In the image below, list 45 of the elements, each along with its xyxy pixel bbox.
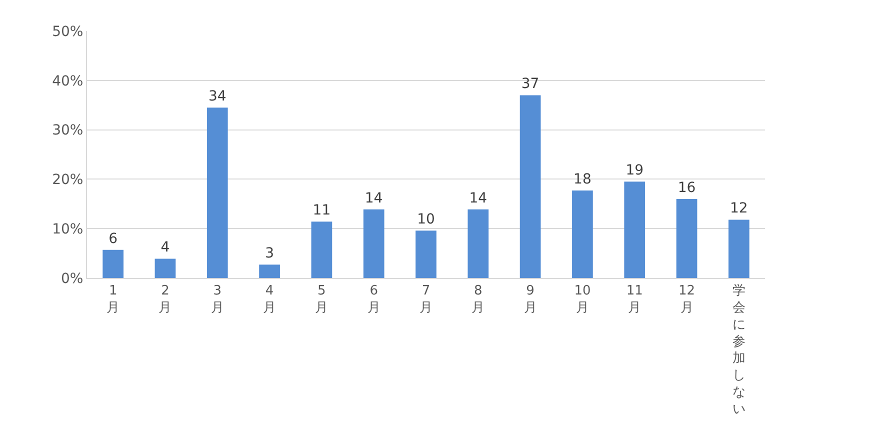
y-tick-label: 10% xyxy=(52,222,84,238)
data-label: 12 xyxy=(730,200,748,217)
bar xyxy=(363,209,384,278)
x-tick-label: 5月 xyxy=(315,284,328,316)
data-label: 3 xyxy=(265,246,274,262)
y-tick-label: 30% xyxy=(52,122,84,139)
bar xyxy=(206,108,228,278)
bar xyxy=(624,182,646,278)
x-tick-label: 1月 xyxy=(106,284,120,316)
x-tick-label: 12月 xyxy=(678,284,696,316)
x-tick-label: 4月 xyxy=(263,284,276,316)
data-label: 14 xyxy=(469,190,488,206)
data-label: 4 xyxy=(160,240,170,256)
data-label: 6 xyxy=(108,230,118,247)
data-label: 14 xyxy=(364,190,383,206)
bar xyxy=(572,190,593,278)
bar xyxy=(154,258,176,278)
y-tick-label: 20% xyxy=(52,172,84,188)
bar xyxy=(676,198,698,278)
x-tick-label: 6月 xyxy=(367,284,380,316)
y-tick-label: 40% xyxy=(52,73,84,90)
bar xyxy=(468,209,489,278)
x-tick-label: 2月 xyxy=(158,284,172,316)
bar xyxy=(311,222,332,278)
data-label: 19 xyxy=(626,162,644,179)
x-tick-label: 3月 xyxy=(210,284,224,316)
x-tick-label: 8月 xyxy=(472,284,485,316)
data-label: 34 xyxy=(208,88,226,105)
bar xyxy=(416,230,436,278)
bar xyxy=(728,220,750,278)
x-tick-label: 10月 xyxy=(574,284,591,316)
y-tick-label: 0% xyxy=(60,270,84,287)
bar xyxy=(259,264,280,278)
x-tick-label: 7月 xyxy=(420,284,432,316)
x-tick-label: 11月 xyxy=(626,284,643,316)
bar xyxy=(102,250,124,278)
data-label: 11 xyxy=(312,202,331,219)
x-tick-label: 学会に参加しない xyxy=(732,284,746,417)
y-tick-label: 50% xyxy=(52,24,84,40)
data-label: 37 xyxy=(521,76,540,92)
bar xyxy=(520,95,541,278)
data-label: 18 xyxy=(574,172,592,188)
data-label: 10 xyxy=(417,212,435,228)
x-tick-label: 9月 xyxy=(524,284,537,316)
data-label: 16 xyxy=(678,180,696,196)
